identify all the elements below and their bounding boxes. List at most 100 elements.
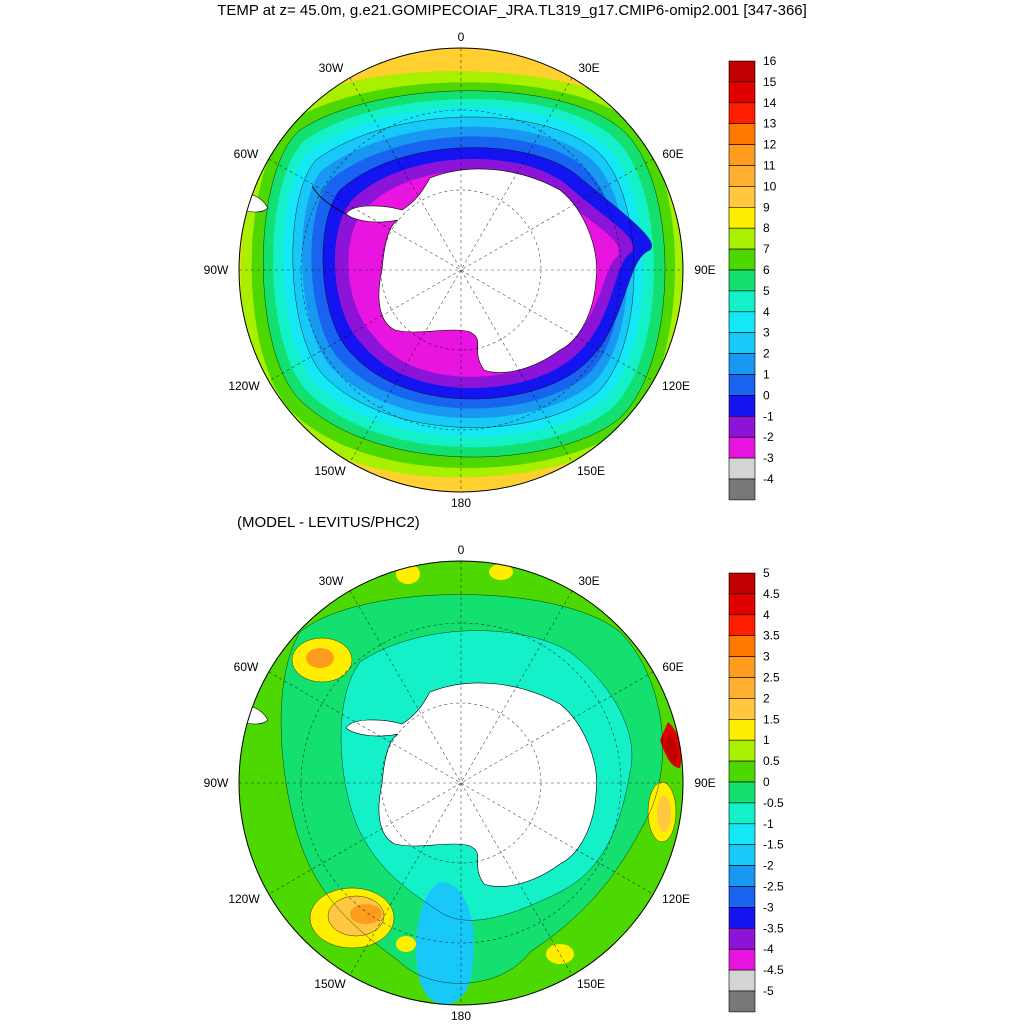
colorbar-swatch: [728, 457, 756, 480]
colorbar-tick-label: 1: [763, 368, 770, 382]
colorbar-swatch: [728, 478, 756, 501]
colorbar-tick-label: -1: [763, 409, 774, 423]
colorbar-swatch: [728, 739, 756, 762]
colorbar-swatch: [728, 165, 756, 187]
colorbar-tick-label: 6: [763, 263, 770, 277]
lon-label-150w: 150W: [314, 977, 346, 991]
lon-label-30e: 30E: [578, 61, 599, 75]
colorbar-swatch: [728, 353, 756, 375]
colorbar-swatch: [728, 781, 756, 804]
colorbar-swatch: [728, 969, 756, 992]
lon-label-120w: 120W: [228, 379, 260, 393]
colorbar-tick-label: 0: [763, 388, 770, 402]
colorbar-tick-label: -1.5: [763, 838, 784, 852]
colorbar-swatch: [728, 415, 756, 438]
colorbar-tick-label: -4: [763, 942, 774, 956]
lon-label-90e: 90E: [694, 263, 715, 277]
colorbar-tick-label: 1.5: [763, 712, 780, 726]
colorbar-swatch: [728, 395, 756, 417]
colorbar-swatch: [728, 802, 756, 825]
figure-title: TEMP at z= 45.0m, g.e21.GOMIPECOIAF_JRA.…: [217, 2, 807, 19]
lon-label-120e: 120E: [662, 892, 690, 906]
colorbar-swatch: [728, 186, 756, 208]
colorbar-tick-label: -3: [763, 451, 774, 465]
colorbar-swatch: [728, 635, 756, 657]
colorbar-tick-label: 4: [763, 305, 770, 319]
colorbar-tick-label: 3.5: [763, 629, 780, 643]
colorbar-tick-label: 3: [763, 650, 770, 664]
lon-label-180: 180: [451, 496, 471, 510]
lon-label-60e: 60E: [662, 147, 683, 161]
lon-label-30w: 30W: [319, 61, 344, 75]
lon-label-0: 0: [458, 543, 465, 557]
colorbar-tick-label: 15: [763, 75, 777, 89]
colorbar-tick-label: 3: [763, 326, 770, 340]
colorbar-tick-label: 2: [763, 347, 770, 361]
colorbar-tick-label: -2: [763, 859, 774, 873]
colorbar-swatch: [728, 123, 756, 145]
colorbar-tick-label: -1: [763, 817, 774, 831]
colorbar-tick-label: -3.5: [763, 921, 784, 935]
colorbar-swatch: [728, 290, 756, 313]
colorbar-swatch: [728, 990, 756, 1013]
lon-label-150e: 150E: [577, 977, 605, 991]
colorbar-swatch: [728, 886, 756, 908]
colorbar-tick-label: 12: [763, 138, 777, 152]
colorbar-tick-label: 5: [763, 284, 770, 298]
colorbar-tick-label: -3: [763, 900, 774, 914]
colorbar-tick-label: 7: [763, 242, 770, 256]
colorbar-swatch: [728, 823, 756, 845]
colorbar-swatch: [728, 844, 756, 866]
colorbar-swatch: [728, 677, 756, 699]
difference-map: 0 30W 30E 60W 60E 90W 90E 120W 120E 150W…: [204, 543, 784, 1023]
colorbar-tick-label: 4.5: [763, 587, 780, 601]
lon-label-60e: 60E: [662, 660, 683, 674]
colorbar-tick-label: 0.5: [763, 754, 780, 768]
colorbar-tick-label: 9: [763, 200, 770, 214]
colorbar-swatch: [728, 593, 756, 616]
colorbar-swatch: [728, 572, 756, 595]
lon-label-90w: 90W: [204, 263, 229, 277]
colorbar-tick-label: 13: [763, 117, 777, 131]
lon-label-0: 0: [458, 30, 465, 44]
lon-label-30w: 30W: [319, 574, 344, 588]
colorbar-tick-label: 5: [763, 566, 770, 580]
colorbar-swatch: [728, 60, 756, 83]
colorbar-swatch: [728, 656, 756, 678]
colorbar-tick-label: -0.5: [763, 796, 784, 810]
difference-subtitle: (MODEL - LEVITUS/PHC2): [237, 514, 420, 531]
colorbar-swatch: [728, 927, 756, 950]
colorbar-tick-label: 14: [763, 96, 777, 110]
colorbar-swatch: [728, 948, 756, 971]
colorbar-swatch: [728, 760, 756, 783]
colorbar-tick-label: -4: [763, 472, 774, 486]
lon-label-90e: 90E: [694, 776, 715, 790]
colorbar-tick-label: -2.5: [763, 880, 784, 894]
colorbar-swatch: [728, 698, 756, 720]
colorbar-tick-label: 0: [763, 775, 770, 789]
lon-label-150w: 150W: [314, 464, 346, 478]
temperature-map: 0 30W 30E 60W 60E 90W 90E 120W 120E 150W…: [204, 30, 777, 510]
colorbar-swatch: [728, 332, 756, 354]
colorbar-tick-label: 11: [763, 159, 776, 173]
colorbar-tick-label: 8: [763, 221, 770, 235]
lon-label-60w: 60W: [234, 147, 259, 161]
colorbar-swatch: [728, 436, 756, 459]
colorbar-tick-label: -4.5: [763, 963, 784, 977]
colorbar-swatch: [728, 269, 756, 292]
colorbar-swatch: [728, 102, 756, 125]
colorbar-tick-label: 16: [763, 54, 777, 68]
colorbar-swatch: [728, 907, 756, 929]
lon-label-120w: 120W: [228, 892, 260, 906]
colorbar-tick-label: -2: [763, 430, 774, 444]
lon-label-120e: 120E: [662, 379, 690, 393]
colorbar-swatch: [728, 719, 756, 741]
colorbar-swatch: [728, 311, 756, 333]
colorbar-swatch: [728, 374, 756, 396]
colorbar-swatch: [728, 144, 756, 166]
colorbar-swatch: [728, 865, 756, 887]
lon-label-30e: 30E: [578, 574, 599, 588]
colorbar-swatch: [728, 227, 756, 250]
colorbar-tick-label: 2.5: [763, 671, 780, 685]
